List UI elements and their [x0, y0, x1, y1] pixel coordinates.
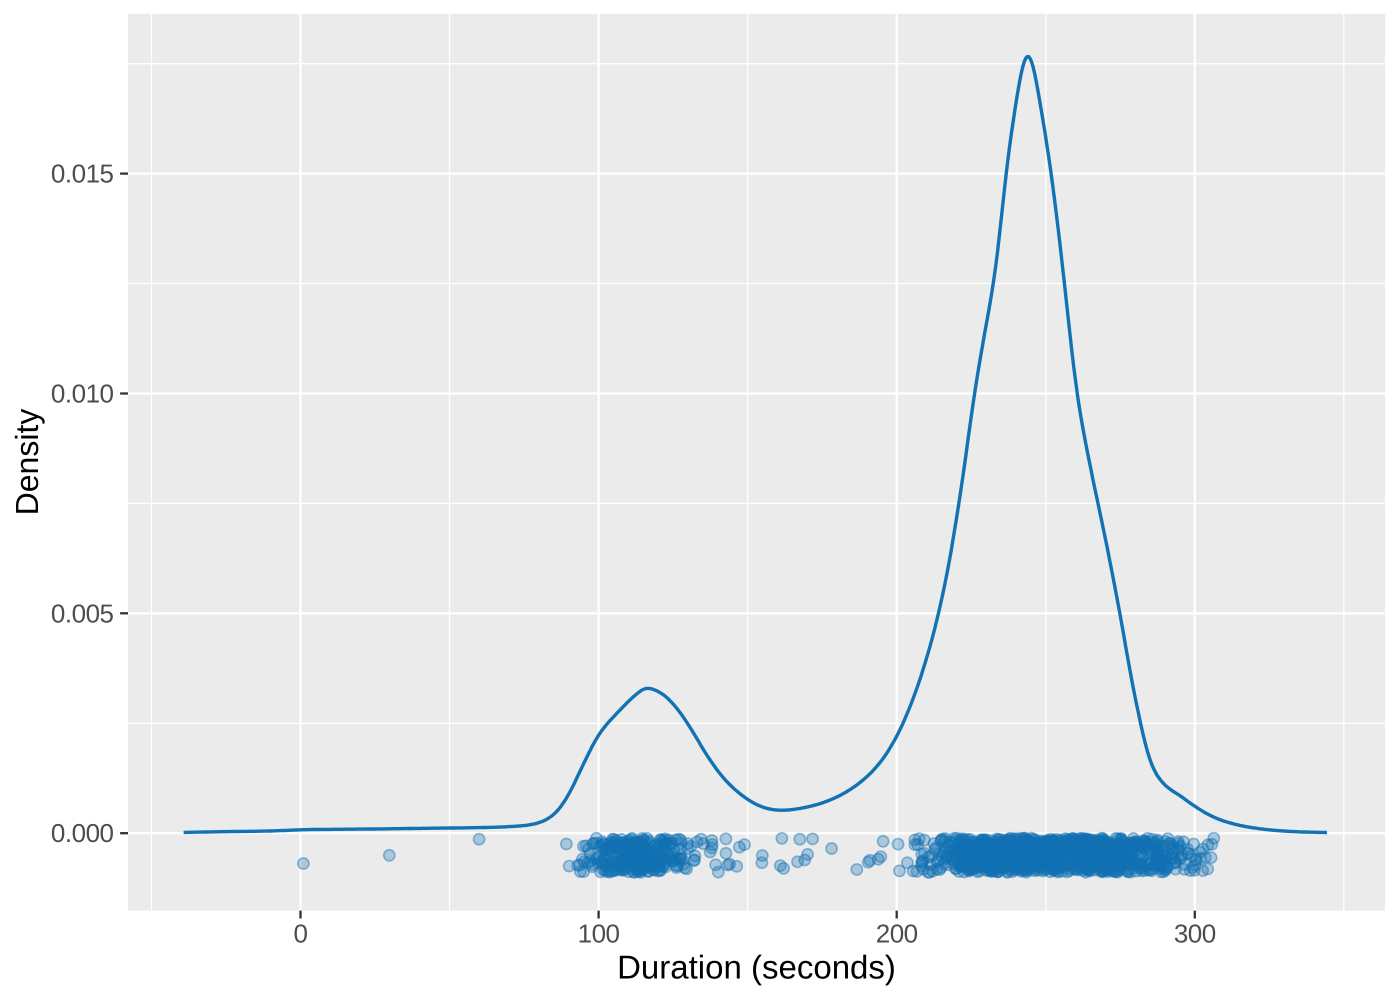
svg-text:0: 0: [294, 919, 308, 949]
svg-text:0.000: 0.000: [51, 818, 114, 848]
svg-text:300: 300: [1174, 919, 1216, 949]
svg-text:200: 200: [876, 919, 918, 949]
svg-text:0.015: 0.015: [51, 159, 114, 189]
svg-text:0.010: 0.010: [51, 379, 114, 409]
svg-text:0.005: 0.005: [51, 598, 114, 628]
svg-text:Duration (seconds): Duration (seconds): [617, 949, 896, 986]
svg-text:100: 100: [578, 919, 620, 949]
svg-text:Density: Density: [9, 409, 45, 516]
